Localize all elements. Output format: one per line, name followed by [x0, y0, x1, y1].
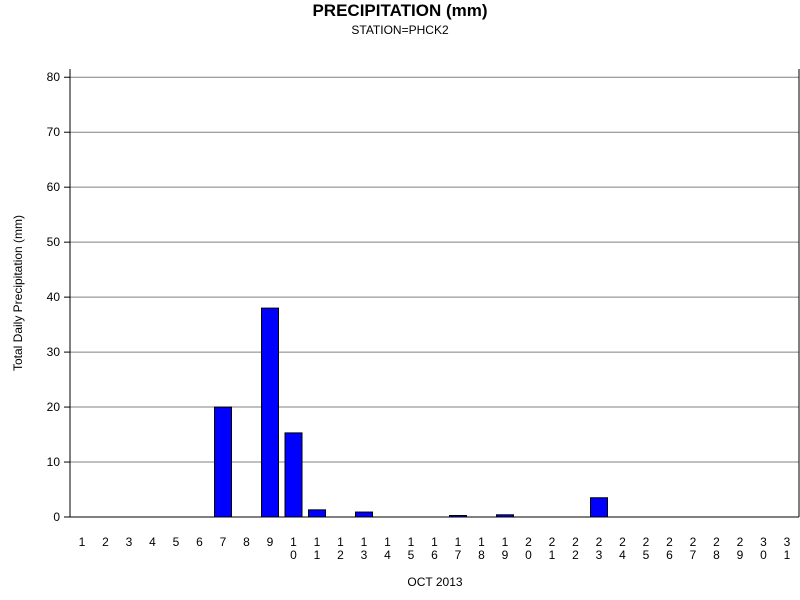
bar-oct-13 [355, 511, 373, 518]
y-tick-label: 20 [47, 400, 61, 414]
y-tick-label: 0 [53, 510, 60, 524]
bars [214, 307, 608, 518]
grid-lines [70, 76, 799, 463]
bar-oct-7 [214, 406, 232, 518]
y-tick-label: 80 [47, 70, 61, 84]
bar-oct-23 [590, 497, 608, 518]
chart-title: PRECIPITATION (mm) [312, 1, 488, 20]
x-tick-label: 5 [173, 535, 180, 549]
x-tick-labels: 1 2 3 4 5 6 7 8 9 1 01 11 21 31 41 51 61 71 81 92 02 12 22 32 42… [79, 535, 791, 562]
x-tick-label: 8 [243, 535, 250, 549]
x-tick-label: 4 [149, 535, 156, 549]
x-tick-label: 1 [79, 535, 86, 549]
bar-oct-10 [284, 432, 303, 518]
y-tick-label: 70 [47, 125, 61, 139]
y-axis-label: Total Daily Precipitation (mm) [11, 215, 25, 371]
x-tick-label: 3 [126, 535, 133, 549]
y-tick-label: 60 [47, 180, 61, 194]
bar-oct-9 [261, 307, 279, 518]
x-tick-label: 2 [102, 535, 109, 549]
chart-subtitle: STATION=PHCK2 [351, 23, 449, 37]
x-tick-label: 9 [267, 535, 274, 549]
y-tick-label: 40 [47, 290, 61, 304]
y-tick-label: 10 [47, 455, 61, 469]
x-axis-label: OCT 2013 [407, 575, 462, 589]
y-tick-labels: 0 10 20 30 40 50 60 70 80 [47, 70, 61, 524]
x-tick-label: 6 [196, 535, 203, 549]
y-tick-label: 30 [47, 345, 61, 359]
x-tick-label: 7 [220, 535, 227, 549]
y-tick-label: 50 [47, 235, 61, 249]
axes [64, 69, 800, 518]
bar-oct-11 [308, 509, 326, 518]
